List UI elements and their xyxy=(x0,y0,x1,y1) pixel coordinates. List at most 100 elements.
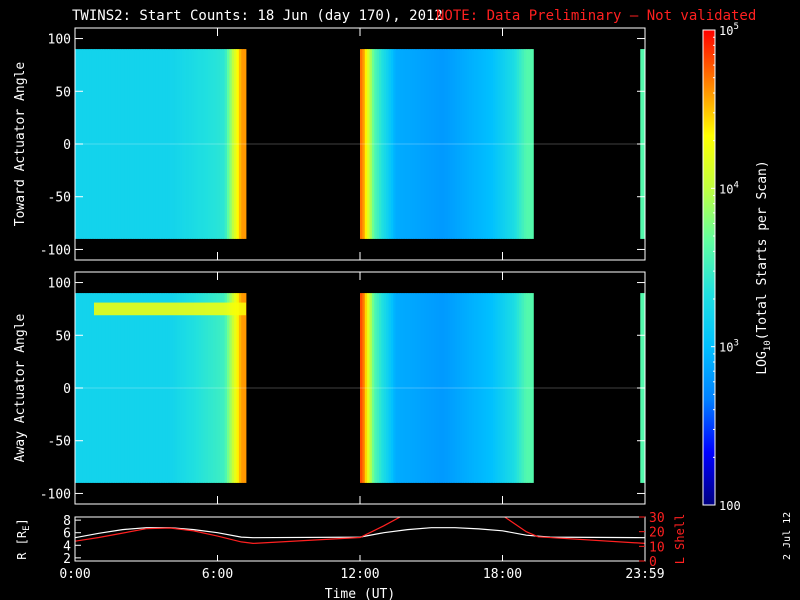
heatmap-cell xyxy=(516,49,520,239)
l-shell-line xyxy=(503,517,645,544)
heatmap-cell xyxy=(101,293,104,483)
heatmap-cell xyxy=(459,293,463,483)
heatmap-cell xyxy=(189,293,192,483)
heatmap-cell xyxy=(162,293,166,483)
heatmap-cell xyxy=(395,293,399,483)
heatmap-cell xyxy=(438,49,442,239)
heatmap-cell xyxy=(215,49,218,239)
heatmap-cell xyxy=(205,293,209,483)
x-tick-label: 18:00 xyxy=(483,567,522,582)
x-tick-label: 12:00 xyxy=(340,567,379,582)
colorbar-tick-exp: 5 xyxy=(733,22,738,32)
heatmap-cell xyxy=(196,49,199,239)
heatmap-cell xyxy=(531,49,534,239)
heatmap-cell xyxy=(186,49,190,239)
toward-angle-panel: 100 50 0 -50 -100 Toward Actuator Angle xyxy=(13,27,646,261)
heatmap-cell xyxy=(500,49,503,239)
heatmap-cell xyxy=(177,293,180,483)
heatmap-cell xyxy=(151,49,154,239)
heatmap-cell xyxy=(113,293,116,483)
heatmap-cell xyxy=(200,293,204,483)
heatmap-cell xyxy=(464,293,468,483)
heatmap-cell xyxy=(390,293,394,483)
heatmap-cell xyxy=(198,49,202,239)
heatmap-cell xyxy=(450,49,454,239)
heatmap-cell xyxy=(174,293,178,483)
heatmap-cell xyxy=(419,293,423,483)
heatmap-cell xyxy=(474,293,477,483)
heatmap-cell xyxy=(509,49,513,239)
heatmap-cell xyxy=(115,49,119,239)
heatmap-cell xyxy=(167,293,171,483)
heatmap-cell xyxy=(165,49,169,239)
heatmap-cell xyxy=(495,49,499,239)
heatmap-cell xyxy=(203,49,207,239)
heatmap-cell xyxy=(101,49,104,239)
heatmap-cell xyxy=(155,49,159,239)
heatmap-cell xyxy=(224,293,228,483)
heatmap-cell xyxy=(381,293,385,483)
heatmap-cell xyxy=(122,293,126,483)
heatmap-cell xyxy=(132,293,135,483)
heatmap-cell xyxy=(91,293,95,483)
date-stamp: 2 Jul 12 xyxy=(782,512,793,560)
heatmap-cell xyxy=(222,293,226,483)
colorbar-tick-label: 103 xyxy=(719,339,739,355)
heatmap-cell xyxy=(94,293,97,483)
heatmap-cell xyxy=(417,49,420,239)
heatmap-cell xyxy=(91,49,95,239)
heatmap-cell xyxy=(181,293,185,483)
heatmap-cell xyxy=(419,49,423,239)
heatmap-cell xyxy=(483,49,487,239)
heatmap-cell xyxy=(393,49,397,239)
heatmap-cell xyxy=(383,49,387,239)
heatmap-cell xyxy=(117,49,121,239)
heatmap-cell xyxy=(162,49,166,239)
heatmap-cell xyxy=(177,49,180,239)
heatmap-cell xyxy=(110,293,114,483)
heatmap-cell xyxy=(445,293,449,483)
heatmap-cell xyxy=(493,49,496,239)
heatmap-cell xyxy=(179,293,183,483)
heatmap-cell xyxy=(440,49,444,239)
heatmap-cell xyxy=(146,49,150,239)
colorbar-tick-label: 104 xyxy=(719,180,739,196)
heatmap-cell xyxy=(424,293,427,483)
heatmap-cell xyxy=(362,293,366,483)
heatmap-cell xyxy=(134,293,138,483)
heatmap-cell xyxy=(369,49,373,239)
heatmap-cell xyxy=(234,293,237,483)
heatmap-cell xyxy=(407,49,411,239)
heatmap-cell xyxy=(191,49,195,239)
heatmap-cell xyxy=(402,49,406,239)
high-angle-band xyxy=(94,302,246,316)
heatmap-cell xyxy=(238,293,242,483)
colorbar-tick-exp: 3 xyxy=(733,339,738,349)
heatmap-cell xyxy=(158,49,161,239)
y-tick-label: 0 xyxy=(63,382,71,397)
heatmap-cell xyxy=(469,49,473,239)
heatmap-cell xyxy=(374,49,378,239)
heatmap-cell xyxy=(488,49,492,239)
heatmap-cell xyxy=(82,293,85,483)
left-axis-label-main: R [R xyxy=(15,530,29,560)
heatmap-cell xyxy=(219,293,223,483)
heatmap-cell xyxy=(526,49,530,239)
heatmap-cell xyxy=(371,293,375,483)
heatmap-cell xyxy=(143,293,147,483)
heatmap-cell xyxy=(428,293,432,483)
heatmap-cell xyxy=(227,49,230,239)
heatmap-cell xyxy=(105,293,109,483)
y-tick-label: 100 xyxy=(48,277,71,292)
heatmap-cell xyxy=(507,293,511,483)
heatmap-cell xyxy=(210,49,214,239)
left-axis-label-end: ] xyxy=(15,518,29,525)
orbit-background xyxy=(75,517,645,561)
heatmap-cell xyxy=(117,293,121,483)
heatmap-cell xyxy=(443,49,446,239)
heatmap-cell xyxy=(516,293,520,483)
heatmap-cell xyxy=(388,49,392,239)
heatmap-cell xyxy=(421,293,425,483)
